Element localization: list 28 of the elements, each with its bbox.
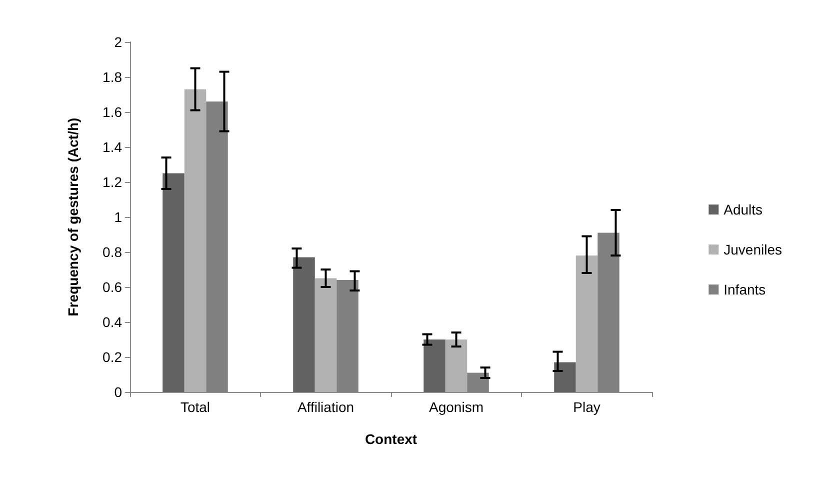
x-tick-label: Affiliation (297, 399, 354, 415)
bar (184, 89, 206, 392)
x-tick-label: Play (573, 399, 600, 415)
y-tick-label: 0.8 (102, 244, 122, 260)
y-tick-label: 0.6 (102, 279, 122, 295)
x-tick-label: Total (180, 399, 210, 415)
x-axis-title: Context (364, 431, 418, 447)
y-tick-label: 0 (114, 384, 122, 400)
y-axis-title: Frequency of gestures (Act/h) (65, 118, 81, 316)
bar (162, 173, 184, 392)
bar (314, 278, 337, 392)
bar (424, 340, 446, 392)
y-tick-label: 1.6 (102, 104, 122, 120)
y-tick-label: 1.2 (102, 174, 122, 190)
x-tick-label: Agonism (429, 399, 484, 415)
bar (554, 362, 576, 392)
y-tick-label: 1.8 (102, 69, 122, 85)
y-tick-label: 1.4 (102, 139, 122, 155)
legend-label: Infants (724, 282, 766, 298)
y-tick-label: 2 (114, 34, 122, 50)
legend-label: Juveniles (724, 242, 782, 258)
bar (576, 256, 598, 392)
bar (445, 340, 468, 392)
bar (293, 257, 315, 392)
y-tick-label: 0.2 (102, 349, 122, 365)
legend-label: Adults (724, 202, 763, 218)
y-tick-label: 0.4 (102, 314, 122, 330)
y-tick-label: 1 (114, 209, 122, 225)
